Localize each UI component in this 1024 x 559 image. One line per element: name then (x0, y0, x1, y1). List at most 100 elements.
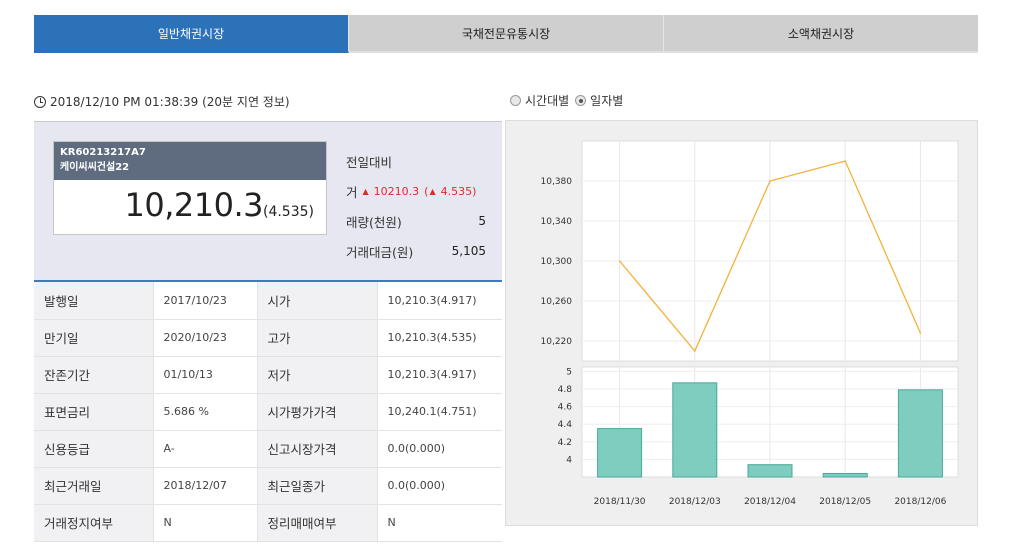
info-label: 정리매매여부 (257, 504, 378, 542)
price-yield-chart: 10,220 10,260 10,300 10,340 10,380 4 4.2 4.4 4.6… (541, 140, 959, 507)
info-label: 시가평가가격 (257, 393, 378, 431)
bond-code: KR60213217A7 (60, 147, 146, 158)
info-value: A- (153, 430, 258, 468)
info-label: 잔존기간 (34, 356, 154, 394)
bar-y-tick-label: 4.4 (558, 420, 573, 430)
info-label: 만기일 (34, 319, 154, 357)
info-value: 01/10/13 (153, 356, 258, 394)
volume-label: 래량(천원) (346, 214, 402, 230)
table-row: 신용등급 A- 신고시장가격 0.0(0.000) (34, 430, 502, 468)
amount-label: 거래대금(원) (346, 244, 414, 260)
x-tick-label: 2018/12/05 (819, 497, 871, 507)
change-label: 전일대비 (346, 154, 393, 170)
trade-row: 거 ▲ 10210.3 (▲ 4.535) (346, 176, 486, 206)
info-label: 저가 (257, 356, 378, 394)
price-chart-panel: 10,220 10,260 10,300 10,340 10,380 4 4.2 4.4 4.6… (505, 120, 978, 526)
amount-value: 5,105 (451, 244, 486, 258)
line-y-tick-label: 10,220 (541, 337, 573, 347)
bar-y-tick-label: 4.8 (558, 385, 573, 395)
bond-summary-panel: KR60213217A7 케이씨씨건설22 10,210.3(4.535) 전일… (34, 121, 502, 282)
table-row: 만기일 2020/10/23 고가 10,210.3(4.535) (34, 319, 502, 357)
info-value: 10,210.3(4.535) (377, 319, 502, 357)
info-value: 0.0(0.000) (377, 430, 502, 468)
timestamp-text: 2018/12/10 PM 01:38:39 (20분 지연 정보) (50, 95, 290, 109)
line-y-tick-label: 10,300 (541, 257, 573, 267)
up-triangle-icon-2: ▲ (429, 186, 436, 196)
volume-value: 5 (478, 214, 486, 228)
x-tick-label: 2018/12/04 (744, 497, 796, 507)
tab-small-bond-market[interactable]: 소액채권시장 (664, 15, 978, 53)
info-label: 최근거래일 (34, 467, 154, 505)
trade-label: 거 (346, 184, 358, 200)
info-value: 10,210.3(4.917) (377, 282, 502, 320)
bar (597, 428, 643, 478)
radio-by-date[interactable]: 일자별 (575, 92, 623, 109)
volume-row: 래량(천원) 5 (346, 206, 486, 236)
info-label: 고가 (257, 319, 378, 357)
line-y-tick-label: 10,380 (541, 177, 573, 187)
info-value: 0.0(0.000) (377, 467, 502, 505)
table-row: 잔존기간 01/10/13 저가 10,210.3(4.917) (34, 356, 502, 394)
market-tabs: 일반채권시장 국채전문유통시장 소액채권시장 (34, 15, 978, 53)
info-label: 신고시장가격 (257, 430, 378, 468)
radio-on-icon[interactable] (575, 95, 587, 106)
line-point (844, 160, 846, 162)
line-y-tick-label: 10,260 (541, 297, 573, 307)
trade-price: 10210.3 (373, 184, 420, 198)
radio-by-time-label: 시간대별 (525, 94, 570, 108)
bar-y-tick-label: 4.2 (558, 438, 572, 448)
table-row: 거래정지여부 N 정리매매여부 N (34, 504, 502, 542)
info-value: 5.686 % (153, 393, 258, 431)
tab-treasury-market[interactable]: 국채전문유통시장 (349, 15, 664, 53)
info-value: 2018/12/07 (153, 467, 258, 505)
x-tick-label: 2018/11/30 (594, 497, 646, 507)
radio-by-time[interactable]: 시간대별 (510, 92, 569, 109)
bar-y-tick-label: 4.6 (558, 403, 573, 413)
table-row: 표면금리 5.686 % 시가평가가격 10,240.1(4.751) (34, 393, 502, 431)
bond-header: KR60213217A7 케이씨씨건설22 (54, 142, 326, 180)
bar-y-tick-label: 4 (566, 455, 572, 465)
line-point (694, 350, 696, 352)
timestamp: 2018/12/10 PM 01:38:39 (20분 지연 정보) (34, 93, 290, 110)
bond-price: 10,210.3(4.535) (124, 186, 314, 224)
bar (897, 389, 943, 478)
info-value: N (153, 504, 258, 542)
bond-name: 케이씨씨건설22 (60, 162, 130, 173)
bar (747, 464, 793, 478)
bond-info-table: 발행일 2017/10/23 시가 10,210.3(4.917) 만기일 2020/10… (34, 282, 502, 542)
amount-row: 거래대금(원) 5,105 (346, 236, 486, 266)
bond-price-value: 10,210.3 (124, 186, 263, 224)
info-label: 표면금리 (34, 393, 154, 431)
line-point (769, 180, 771, 182)
line-point (919, 332, 922, 334)
bar (822, 472, 868, 478)
trade-stats: 전일대비 거 ▲ 10210.3 (▲ 4.535) 래량(천원) 5 거래대금… (346, 146, 486, 266)
info-value: N (377, 504, 502, 542)
info-label: 시가 (257, 282, 378, 320)
radio-off-icon[interactable] (510, 95, 521, 106)
info-value: 2020/10/23 (153, 319, 258, 357)
bar (672, 382, 718, 478)
x-tick-label: 2018/12/03 (669, 497, 721, 507)
bond-name-box: KR60213217A7 케이씨씨건설22 10,210.3(4.535) (53, 141, 327, 235)
trade-yield: 4.535) (440, 184, 477, 198)
trade-yield-open: ( (424, 184, 429, 198)
clock-icon (34, 95, 46, 108)
info-label: 발행일 (34, 282, 154, 320)
radio-by-date-label: 일자별 (590, 94, 624, 108)
x-tick-label: 2018/12/06 (894, 497, 946, 507)
info-value: 10,240.1(4.751) (377, 393, 502, 431)
view-mode-radios: 시간대별 일자별 (510, 92, 623, 109)
change-row: 전일대비 (346, 146, 486, 176)
line-point (618, 260, 621, 262)
info-value: 2017/10/23 (153, 282, 258, 320)
info-label: 최근일종가 (257, 467, 378, 505)
up-triangle-icon: ▲ (362, 186, 369, 196)
info-label: 신용등급 (34, 430, 154, 468)
info-value: 10,210.3(4.917) (377, 356, 502, 394)
tab-general-bond-market[interactable]: 일반채권시장 (34, 15, 349, 53)
info-label: 거래정지여부 (34, 504, 154, 542)
bar-y-tick-label: 5 (566, 367, 572, 377)
table-row: 발행일 2017/10/23 시가 10,210.3(4.917) (34, 282, 502, 320)
table-row: 최근거래일 2018/12/07 최근일종가 0.0(0.000) (34, 467, 502, 505)
